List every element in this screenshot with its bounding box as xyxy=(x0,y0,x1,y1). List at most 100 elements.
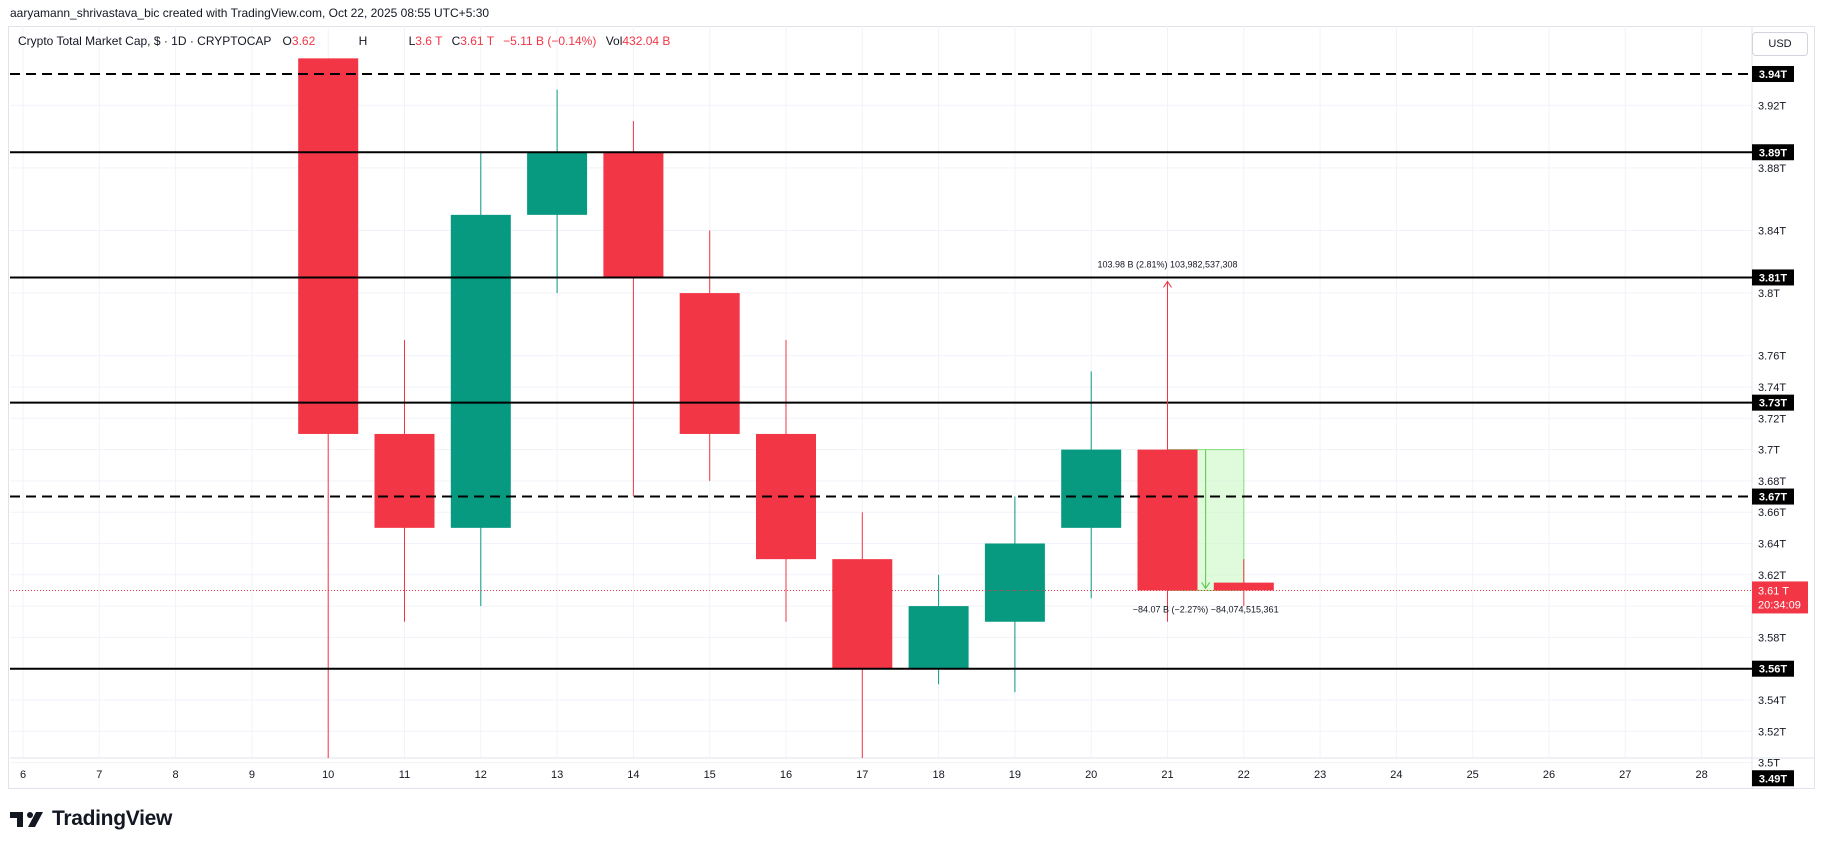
candle[interactable] xyxy=(1137,449,1198,622)
y-tick-label: 3.64T xyxy=(1758,539,1786,551)
chart-frame xyxy=(8,26,1815,789)
x-tick-label: 28 xyxy=(1695,769,1707,781)
candle[interactable] xyxy=(908,574,969,685)
y-tick-label: 3.58T xyxy=(1758,632,1786,644)
y-tick-label: 3.5T xyxy=(1758,758,1780,770)
x-tick-label: 6 xyxy=(20,769,26,781)
tradingview-logo-icon xyxy=(10,812,43,827)
y-tick-label: 3.52T xyxy=(1758,726,1786,738)
level-price-label: 3.56T xyxy=(1759,664,1787,676)
y-tick-label: 3.84T xyxy=(1758,226,1786,238)
level-price-badge xyxy=(1752,394,1794,411)
x-tick-label: 7 xyxy=(96,769,102,781)
y-tick-label: 3.7T xyxy=(1758,445,1780,457)
candle[interactable] xyxy=(756,340,816,622)
close-label: C xyxy=(451,34,461,48)
x-tick-label: 16 xyxy=(780,769,792,781)
close-value: 3.61 T xyxy=(460,34,494,48)
current-price-label: 3.61 T xyxy=(1758,585,1789,597)
y-tick-label: 3.72T xyxy=(1758,413,1786,425)
y-tick-label: 3.66T xyxy=(1758,507,1786,519)
level-price-label: 3.94T xyxy=(1759,69,1787,81)
x-tick-label: 15 xyxy=(704,769,716,781)
x-tick-label: 24 xyxy=(1390,769,1402,781)
candle-body xyxy=(908,606,969,669)
x-tick-label: 20 xyxy=(1085,769,1097,781)
y-tick-label: 3.8T xyxy=(1758,288,1780,300)
level-price-badge xyxy=(1752,660,1794,677)
y-tick-label: 3.76T xyxy=(1758,351,1786,363)
x-tick-label: 25 xyxy=(1467,769,1479,781)
candle[interactable] xyxy=(527,89,588,294)
x-tick-label: 26 xyxy=(1543,769,1555,781)
x-tick-label: 11 xyxy=(399,769,410,781)
candle-body xyxy=(1061,449,1122,528)
bar-countdown-label: 20:34:09 xyxy=(1758,599,1801,611)
symbol-legend: Crypto Total Market Cap, $ · 1D · CRYPTO… xyxy=(18,34,670,48)
x-tick-label: 19 xyxy=(1009,769,1021,781)
y-tick-label: 3.54T xyxy=(1758,695,1786,707)
x-tick-label: 23 xyxy=(1314,769,1326,781)
tradingview-logo[interactable]: TradingView xyxy=(10,806,172,832)
tradingview-logo-text: TradingView xyxy=(52,807,173,830)
measure-up-label: 103.98 B (2.81%) 103,982,537,308 xyxy=(1097,259,1237,269)
x-tick-label: 8 xyxy=(173,769,179,781)
level-price-badge xyxy=(1752,488,1794,505)
y-tick-label: 3.92T xyxy=(1758,100,1786,112)
level-price-label: 3.73T xyxy=(1759,398,1787,410)
candle[interactable] xyxy=(450,152,511,607)
level-price-label: 3.89T xyxy=(1759,147,1787,159)
y-tick-label: 3.88T xyxy=(1758,163,1786,175)
candle-body xyxy=(832,559,893,669)
symbol-name[interactable]: Crypto Total Market Cap, $ · 1D · CRYPTO… xyxy=(18,34,272,48)
candle-body xyxy=(679,293,740,434)
candle[interactable] xyxy=(374,340,435,622)
measure-down-arrow-head xyxy=(1201,582,1211,590)
candle[interactable] xyxy=(679,230,740,481)
open-label: O xyxy=(282,34,292,48)
currency-button[interactable]: USD xyxy=(1752,32,1808,56)
measure-down-label: −84.07 B (−2.27%) −84,074,515,361 xyxy=(1133,604,1279,614)
candle[interactable] xyxy=(603,120,664,497)
candle-body xyxy=(984,543,1045,622)
candle-body xyxy=(298,58,359,434)
candle-body xyxy=(450,214,511,528)
candle-body xyxy=(1137,449,1198,591)
level-price-badge xyxy=(1752,144,1794,161)
low-value: 3.6 T xyxy=(415,34,443,48)
candle[interactable] xyxy=(1213,559,1274,607)
x-tick-label: 13 xyxy=(551,769,563,781)
candlestick-chart[interactable]: 103.98 B (2.81%) 103,982,537,308 −84.07 B… xyxy=(0,0,1825,800)
candle-body xyxy=(603,152,664,278)
x-tick-label: 14 xyxy=(627,769,639,781)
x-tick-label: 17 xyxy=(856,769,868,781)
x-tick-label: 18 xyxy=(932,769,944,781)
level-price-badge xyxy=(1752,770,1794,787)
candle-body xyxy=(527,152,588,215)
x-tick-label: 10 xyxy=(322,769,334,781)
chart-credit: aaryamann_shrivastava_bic created with T… xyxy=(10,6,490,20)
x-tick-label: 27 xyxy=(1619,769,1631,781)
x-tick-label: 21 xyxy=(1161,769,1173,781)
candle[interactable] xyxy=(298,58,359,758)
x-tick-label: 9 xyxy=(249,769,255,781)
current-price-badge xyxy=(1752,581,1808,614)
candle-body xyxy=(1213,582,1274,591)
y-tick-label: 3.74T xyxy=(1758,382,1786,394)
candle[interactable] xyxy=(832,512,893,758)
change-value: −5.11 B (−0.14%) xyxy=(503,34,597,48)
level-price-label: 3.49T xyxy=(1759,773,1787,785)
candle[interactable] xyxy=(984,496,1045,693)
candle-body xyxy=(374,433,435,528)
level-price-label: 3.81T xyxy=(1759,272,1787,284)
volume-label: Vol xyxy=(605,34,623,48)
candle[interactable] xyxy=(1061,371,1122,599)
level-price-badge xyxy=(1752,66,1794,82)
level-price-badge xyxy=(1752,269,1794,286)
x-tick-label: 22 xyxy=(1238,769,1250,781)
measure-up-arrow-head xyxy=(1163,280,1172,288)
high-label: H xyxy=(358,34,368,48)
low-label: L xyxy=(408,34,416,48)
y-tick-label: 3.68T xyxy=(1758,476,1786,488)
level-price-label: 3.67T xyxy=(1759,492,1787,504)
